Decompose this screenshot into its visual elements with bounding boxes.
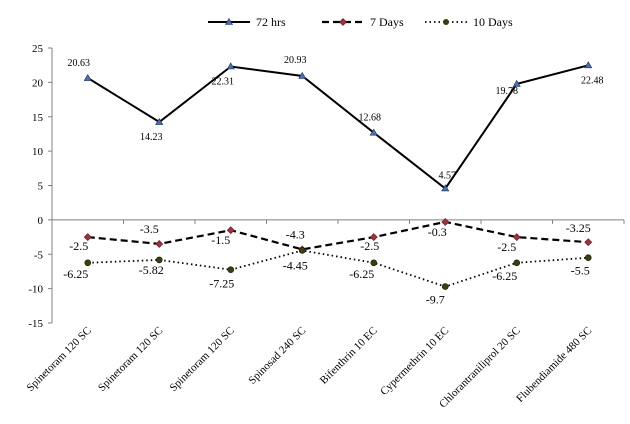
data-point [512, 79, 521, 87]
y-tick-label: 0 [38, 215, 44, 227]
x-category-label: Flubendiamide 480 SC [514, 325, 594, 405]
data-point [226, 226, 235, 235]
legend-label: 72 hrs [256, 15, 286, 29]
series-72-hrs [83, 61, 593, 192]
data-label: -2.5 [69, 239, 88, 253]
legend-item: 10 Days [425, 15, 513, 29]
x-category-label: Spinetoram 120 SC [96, 325, 165, 394]
data-point [369, 233, 378, 241]
y-tick-label: -10 [28, 284, 43, 296]
legend-marker [443, 19, 449, 25]
legend-item: 7 Days [322, 15, 404, 29]
data-label: -3.5 [140, 222, 159, 236]
y-tick-label: 10 [32, 146, 44, 158]
data-point [584, 254, 592, 261]
data-label: 22.31 [212, 76, 235, 87]
data-point [584, 61, 593, 69]
data-point [512, 233, 521, 241]
data-label: 4.57 [439, 170, 457, 181]
data-label: -6.25 [349, 267, 374, 281]
x-category-label: Spinetoram 120 SC [24, 325, 93, 394]
data-point [298, 71, 307, 79]
data-label: -1.5 [211, 233, 230, 247]
data-point [441, 218, 450, 226]
data-point [369, 128, 378, 136]
data-label: -5.82 [139, 263, 164, 277]
data-point [155, 256, 163, 264]
data-point [84, 259, 92, 267]
y-tick-label: 5 [38, 181, 44, 193]
data-point [83, 73, 92, 81]
data-label: 22.48 [581, 75, 604, 86]
data-label: -2.5 [360, 239, 379, 253]
data-label: -3.25 [566, 221, 591, 235]
data-point [584, 238, 593, 247]
x-category-label: Spinosad 240 SC [246, 325, 308, 387]
data-label: -4.3 [286, 227, 305, 241]
legend-item: 72 hrs [208, 15, 286, 29]
legend: 72 hrs 7 Days 10 Days [208, 15, 513, 29]
data-label: -0.3 [428, 225, 447, 239]
series-line [87, 220, 589, 251]
data-point [226, 62, 235, 70]
data-point [513, 259, 521, 267]
data-point [298, 247, 306, 254]
data-point [441, 283, 449, 290]
y-tick-label: 20 [32, 77, 44, 89]
data-label: -4.45 [283, 258, 308, 272]
y-tick-label: -5 [34, 249, 44, 261]
y-axis: 25 20 15 10 5 0 -5 -10 -15 [28, 43, 53, 330]
data-label: 20.63 [68, 58, 91, 69]
legend-marker [224, 17, 234, 25]
data-label-layer: 20.63 14.23 22.31 20.93 12.68 4.57 19.78 22.48 -… [63, 55, 603, 307]
data-point [227, 266, 235, 274]
y-tick-label: 25 [32, 43, 44, 55]
x-category-label: Cypermethrin 10 EC [378, 325, 451, 398]
data-label: -7.25 [209, 277, 234, 291]
data-point [370, 259, 378, 267]
data-label: 14.23 [140, 132, 163, 143]
series-line [87, 249, 589, 288]
data-point [441, 184, 450, 192]
data-point [83, 233, 92, 241]
data-label: -9.7 [426, 293, 445, 307]
data-label: 19.78 [496, 86, 519, 97]
data-label: 12.68 [359, 113, 382, 124]
x-axis: Spinetoram 120 SC Spinetoram 120 SC Spinet… [24, 219, 625, 411]
legend-label: 7 Days [370, 15, 404, 29]
legend-marker [339, 18, 347, 26]
x-category-label: Bifenthrin 10 EC [318, 325, 380, 387]
y-tick-label: 15 [32, 112, 44, 124]
data-label: 20.93 [284, 55, 307, 66]
series-layer [83, 61, 593, 290]
data-label: -5.5 [571, 264, 590, 278]
legend-label: 10 Days [473, 15, 513, 29]
data-point [155, 117, 164, 125]
data-label: -2.5 [497, 240, 516, 254]
x-category-label: Chlorantraniliprol 20 SC [437, 325, 523, 411]
series-line [87, 64, 589, 190]
series-10-days [84, 247, 592, 290]
x-category-label: Spinetoram 120 SC [167, 325, 236, 394]
data-label: -6.25 [63, 267, 88, 281]
y-tick-label: -15 [28, 318, 43, 330]
data-label: -6.25 [492, 269, 517, 283]
data-point [155, 240, 164, 248]
